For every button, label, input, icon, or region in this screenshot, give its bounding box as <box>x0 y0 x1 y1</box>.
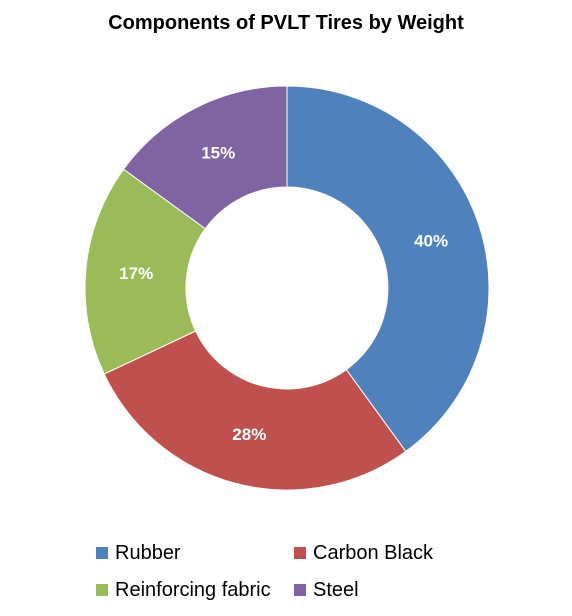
legend-label: Steel <box>313 578 359 601</box>
legend-label: Reinforcing fabric <box>115 578 271 601</box>
legend-swatch <box>96 584 108 596</box>
legend-swatch <box>96 547 108 559</box>
legend-item-rubber: Rubber <box>96 538 181 568</box>
data-label-steel: 15% <box>201 144 235 163</box>
legend-item-reinforcing-fabric: Reinforcing fabric <box>96 575 271 605</box>
legend-item-steel: Steel <box>294 575 359 605</box>
donut-data-labels: 40% 28% 17% 15% <box>119 144 448 445</box>
data-label-reinforcing-fabric: 17% <box>119 264 153 283</box>
legend-label: Carbon Black <box>313 541 434 564</box>
slice-steel <box>122 85 288 230</box>
donut-chart: 40% 28% 17% 15% <box>84 85 490 491</box>
data-label-carbon-black: 28% <box>232 425 266 444</box>
legend-label: Rubber <box>115 541 181 564</box>
legend-swatch <box>294 584 306 596</box>
data-label-rubber: 40% <box>414 232 448 251</box>
chart-title: Components of PVLT Tires by Weight <box>108 12 464 34</box>
slice-reinforcing-fabric <box>84 168 206 375</box>
legend-item-carbon-black: Carbon Black <box>294 538 433 568</box>
legend-swatch <box>294 547 306 559</box>
slice-rubber <box>286 85 490 453</box>
slice-carbon-black <box>103 330 407 491</box>
donut-slices <box>84 85 490 491</box>
